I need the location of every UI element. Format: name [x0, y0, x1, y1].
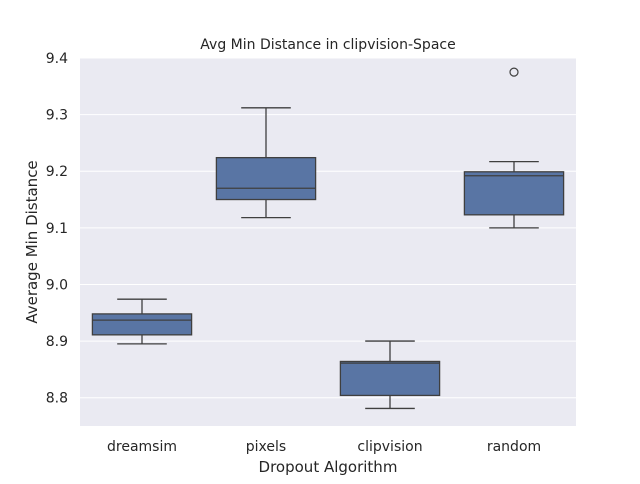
plot-area: [80, 58, 576, 426]
y-tick-label: 8.9: [46, 334, 68, 350]
x-tick-label: clipvision: [357, 439, 422, 455]
y-tick-label: 9.3: [46, 108, 68, 124]
box-body: [91, 313, 193, 336]
box-body: [339, 360, 441, 397]
y-tick-label: 9.0: [46, 277, 68, 293]
x-axis-label: Dropout Algorithm: [259, 458, 398, 476]
box-random: [463, 67, 565, 229]
chart-title: Avg Min Distance in clipvision-Space: [200, 37, 455, 53]
box-pixels: [215, 107, 317, 219]
x-tick-label: pixels: [246, 439, 286, 455]
grid-lines: [80, 57, 576, 399]
y-tick-label: 8.8: [46, 391, 68, 407]
y-axis-label: Average Min Distance: [23, 160, 41, 323]
x-tick-label: dreamsim: [107, 439, 177, 455]
box-series: [91, 67, 565, 410]
x-tick-labels: dreamsim pixels clipvision random: [107, 439, 541, 455]
box-clipvision: [339, 340, 441, 410]
y-tick-labels: 8.8 8.9 9.0 9.1 9.2 9.3 9.4: [46, 51, 68, 407]
y-tick-label: 9.2: [46, 164, 68, 180]
box-dreamsim: [91, 298, 193, 345]
box-body: [463, 171, 565, 216]
y-tick-label: 9.1: [46, 221, 68, 237]
box-body: [215, 156, 317, 201]
x-tick-label: random: [487, 439, 541, 455]
outlier-point: [509, 67, 519, 77]
y-tick-label: 9.4: [46, 51, 68, 67]
